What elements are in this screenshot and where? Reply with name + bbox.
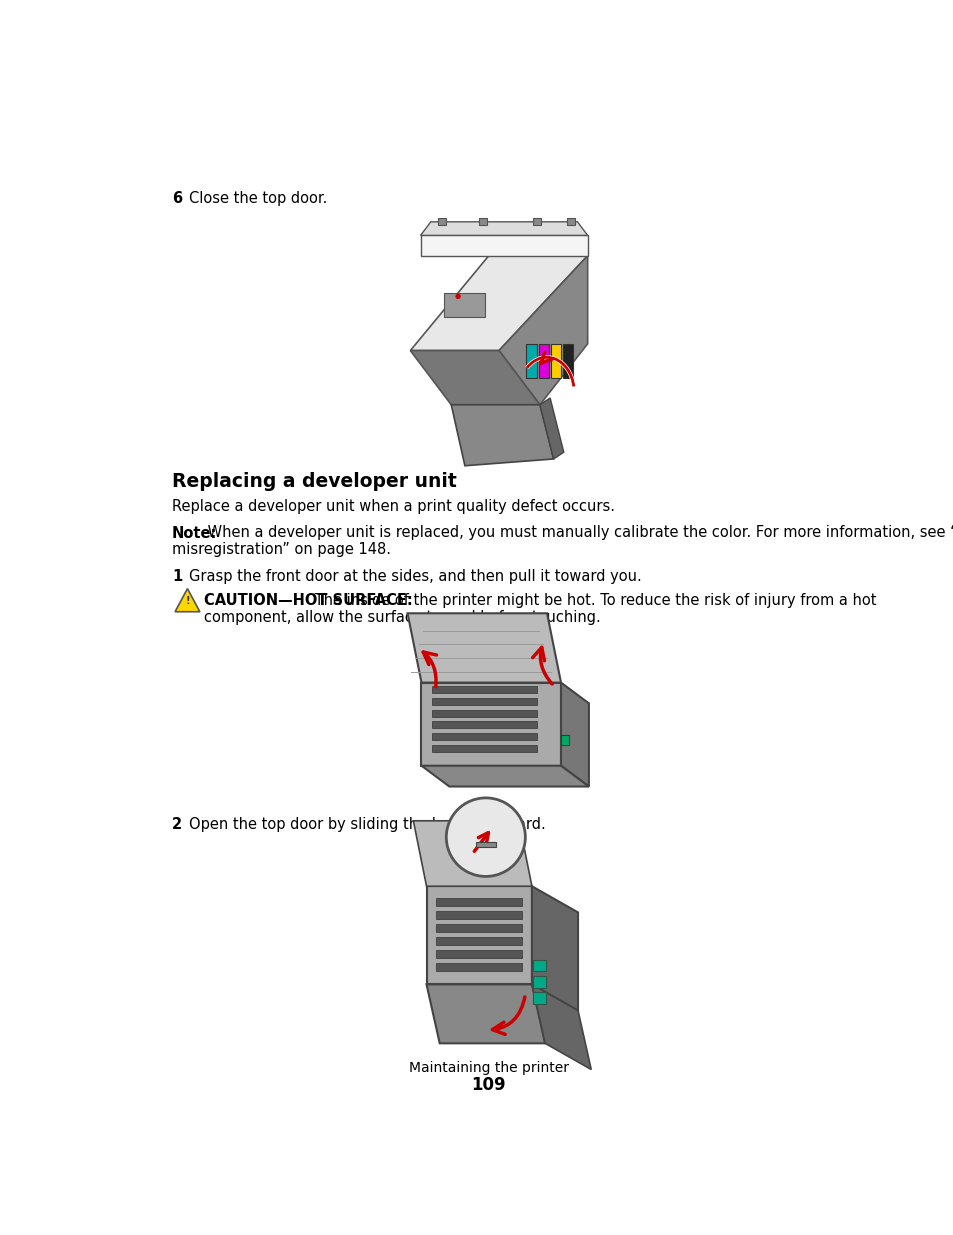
Polygon shape <box>550 343 560 378</box>
Text: 2: 2 <box>172 816 182 831</box>
Polygon shape <box>539 398 563 459</box>
Bar <box>436 898 521 906</box>
Text: Open the top door by sliding the button forward.: Open the top door by sliding the button … <box>189 816 545 831</box>
Polygon shape <box>498 256 587 405</box>
Polygon shape <box>174 589 199 611</box>
Text: component, allow the surface to cool before touching.: component, allow the surface to cool bef… <box>204 610 600 625</box>
Text: Maintaining the printer: Maintaining the printer <box>409 1061 568 1074</box>
Polygon shape <box>562 343 573 378</box>
Polygon shape <box>538 343 548 378</box>
Text: CAUTION—HOT SURFACE:: CAUTION—HOT SURFACE: <box>204 593 413 609</box>
Bar <box>437 219 445 225</box>
Bar <box>432 674 536 682</box>
Polygon shape <box>526 343 536 378</box>
Text: 1: 1 <box>172 568 182 584</box>
Polygon shape <box>532 984 591 1070</box>
Polygon shape <box>410 351 539 405</box>
Bar <box>476 842 496 847</box>
Bar <box>436 924 521 932</box>
Text: Replacing a developer unit: Replacing a developer unit <box>172 472 456 490</box>
Text: misregistration” on page 148.: misregistration” on page 148. <box>172 542 391 557</box>
Text: Replace a developer unit when a print quality defect occurs.: Replace a developer unit when a print qu… <box>172 499 615 514</box>
Polygon shape <box>426 984 544 1044</box>
Text: When a developer unit is replaced, you must manually calibrate the color. For mo: When a developer unit is replaced, you m… <box>203 526 953 541</box>
Text: Note:: Note: <box>172 526 217 541</box>
Polygon shape <box>451 405 553 466</box>
Polygon shape <box>421 683 560 766</box>
Bar <box>533 976 546 988</box>
Bar <box>432 698 536 705</box>
Bar <box>432 687 536 693</box>
Bar <box>533 219 540 225</box>
Bar <box>436 951 521 958</box>
Bar <box>567 219 575 225</box>
Polygon shape <box>426 887 532 984</box>
Circle shape <box>446 798 525 877</box>
Bar <box>432 745 536 752</box>
Polygon shape <box>407 614 560 683</box>
Bar <box>436 963 521 972</box>
Text: Grasp the front door at the sides, and then pull it toward you.: Grasp the front door at the sides, and t… <box>189 568 641 584</box>
Polygon shape <box>410 256 587 351</box>
Text: 109: 109 <box>471 1076 506 1094</box>
Bar <box>444 293 485 316</box>
Bar <box>533 960 546 972</box>
Bar <box>436 911 521 919</box>
Bar <box>560 735 569 745</box>
Circle shape <box>455 294 460 299</box>
Text: 6: 6 <box>172 190 182 205</box>
Polygon shape <box>532 887 578 1010</box>
Polygon shape <box>560 683 588 787</box>
Bar <box>432 721 536 729</box>
Bar <box>432 734 536 740</box>
Text: !: ! <box>185 597 190 606</box>
Bar <box>432 710 536 716</box>
Bar <box>436 937 521 945</box>
Bar <box>478 219 486 225</box>
Text: Close the top door.: Close the top door. <box>189 190 327 205</box>
Bar <box>533 992 546 1004</box>
Text: The inside of the printer might be hot. To reduce the risk of injury from a hot: The inside of the printer might be hot. … <box>310 593 876 609</box>
Polygon shape <box>413 821 532 887</box>
Polygon shape <box>420 222 587 236</box>
Polygon shape <box>420 236 587 256</box>
Polygon shape <box>421 766 588 787</box>
